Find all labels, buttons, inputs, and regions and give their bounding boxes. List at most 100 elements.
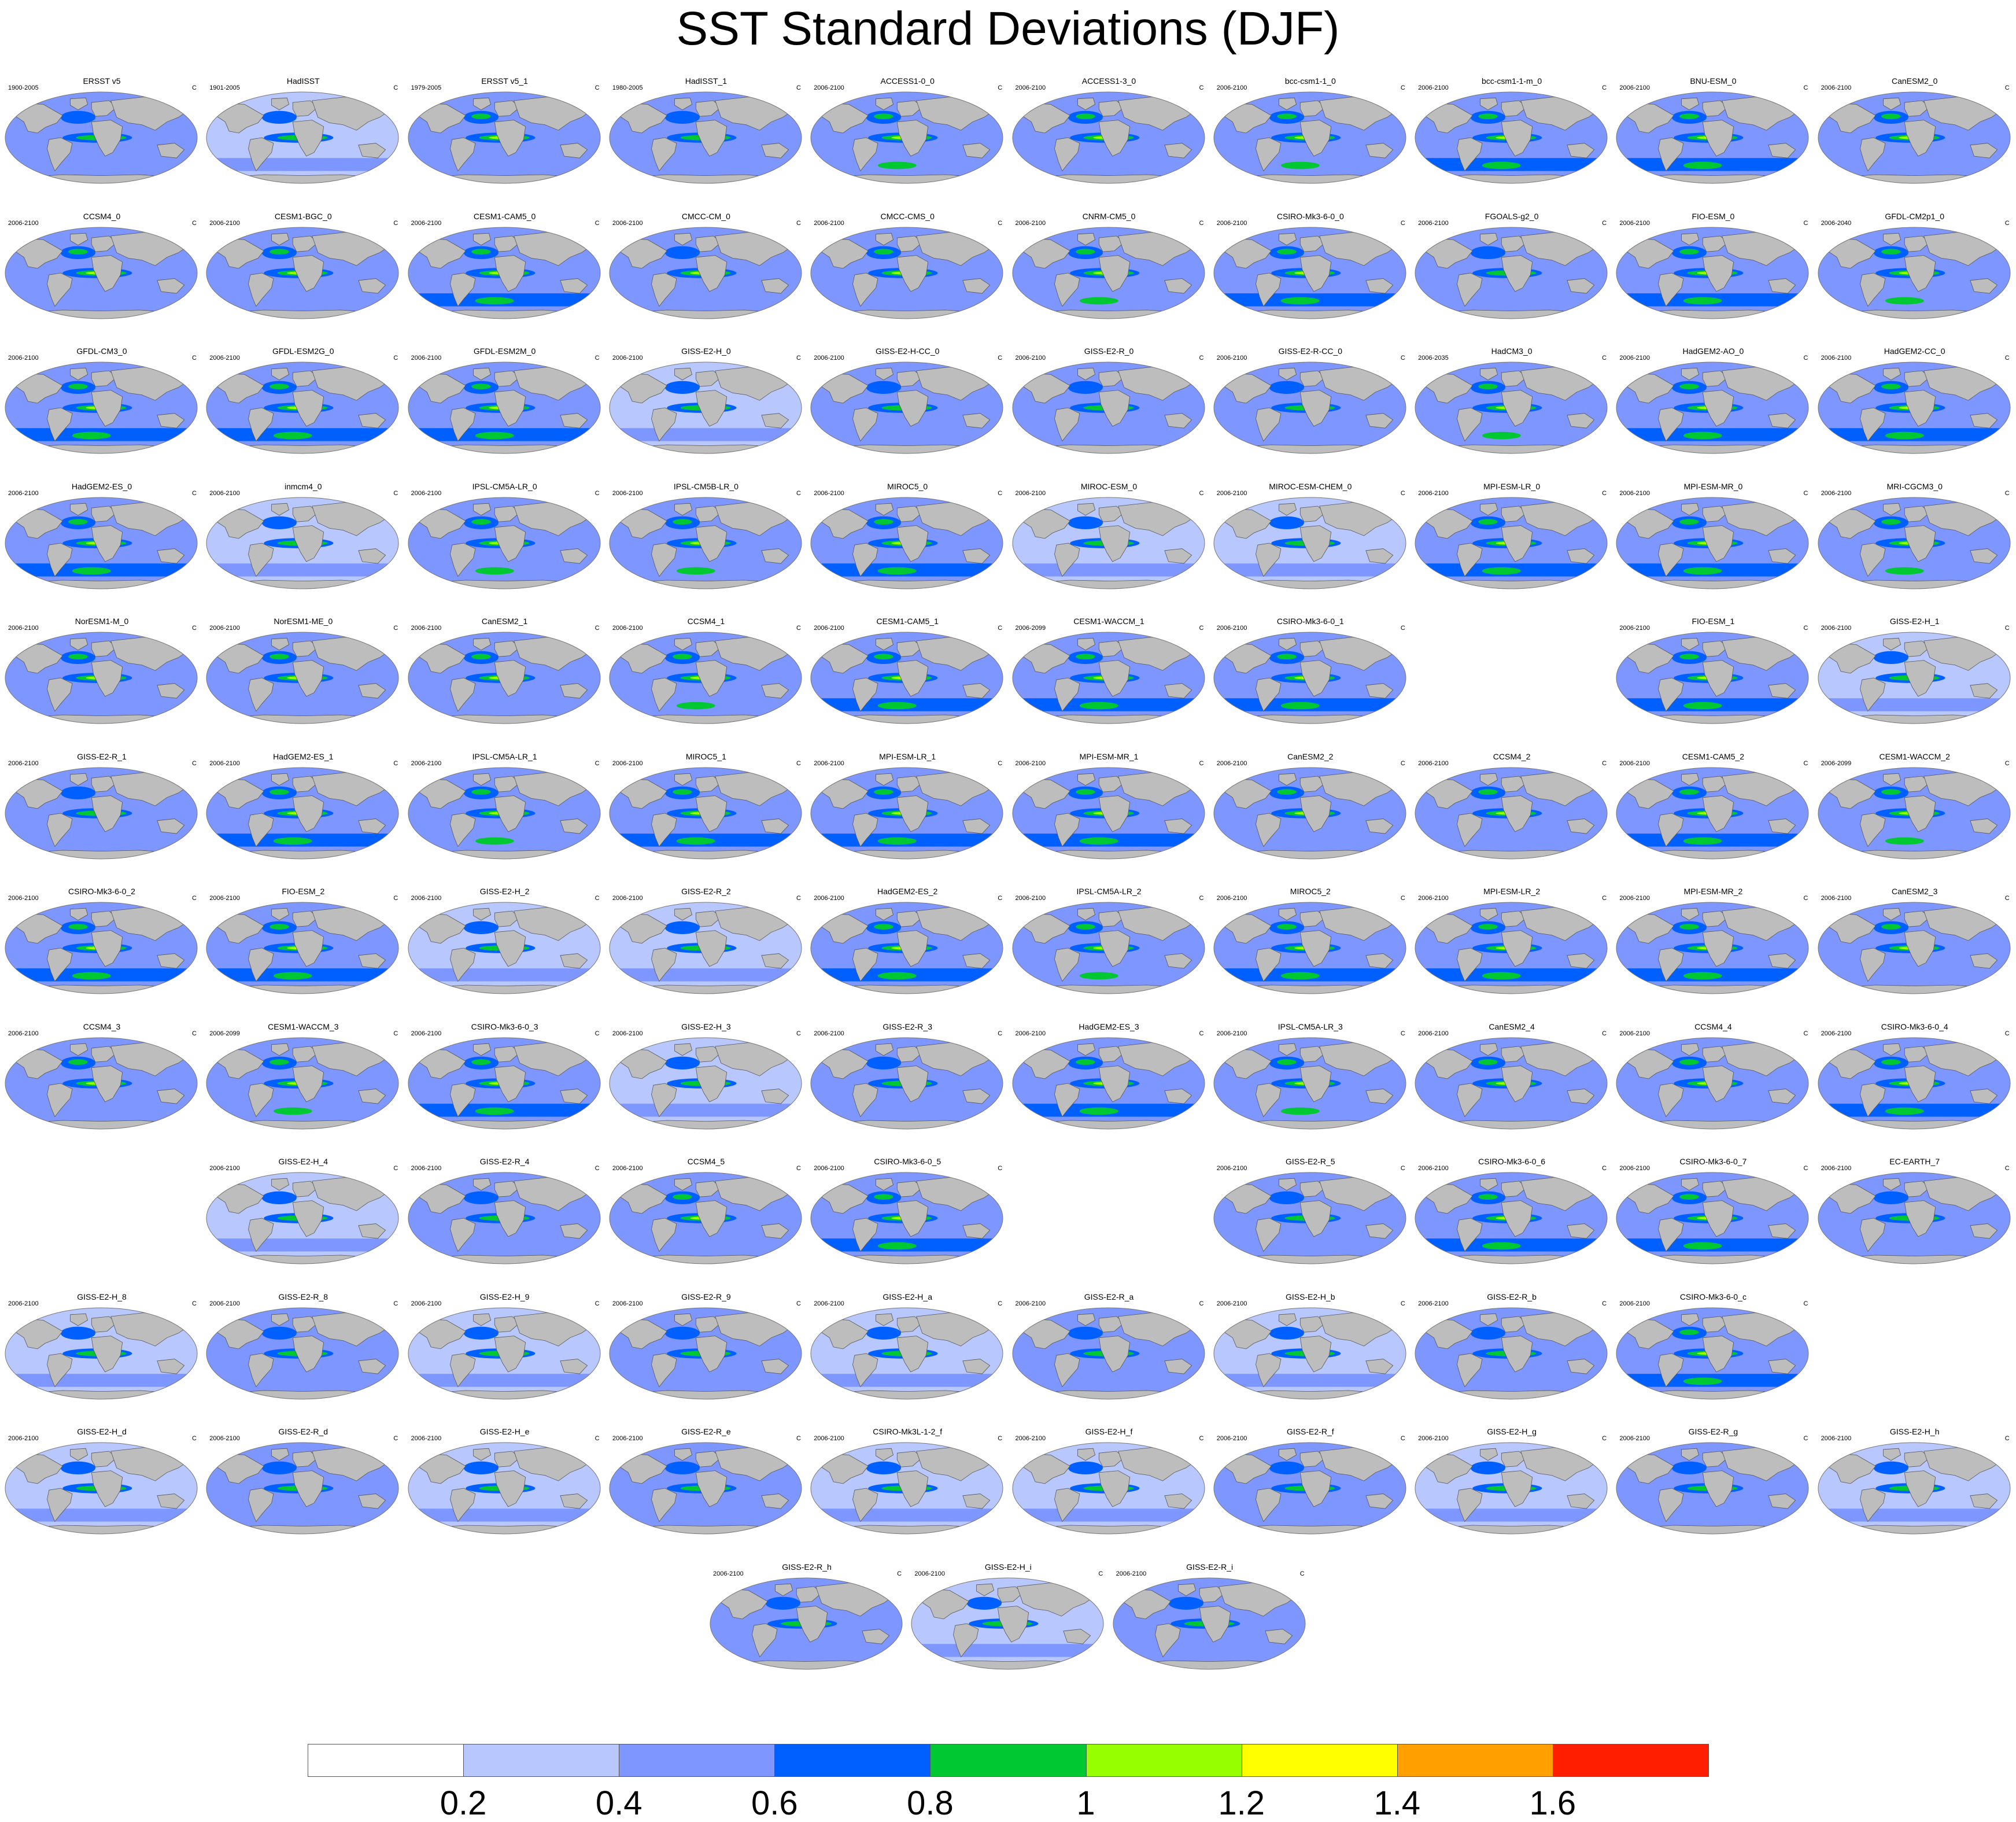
land-mass (157, 818, 185, 834)
map-outline (1213, 91, 1406, 184)
north-atlantic-core (1984, 1045, 1991, 1052)
panel-unit: C (1400, 759, 1405, 767)
north-pacific-core (68, 654, 88, 659)
map-panel: MIROC5_1 2006-2100 C (608, 750, 804, 877)
panel-unit: C (796, 625, 801, 632)
land-mass (1703, 390, 1734, 427)
panel-title: HadGEM2-AO_0 (1682, 346, 1744, 356)
land-mass (1501, 1451, 1527, 1467)
panel-unit: C (796, 759, 801, 767)
land-mass (293, 1200, 324, 1237)
land-mass (358, 548, 386, 564)
map-panel: IPSL-CM5A-LR_3 2006-2100 C (1212, 1020, 1409, 1147)
map-panel: GFDL-ESM2G_0 2006-2100 C (205, 344, 401, 471)
southern-ocean-band (408, 1373, 600, 1387)
map-outline (5, 767, 198, 859)
land-mass (695, 930, 728, 967)
land-mass (248, 272, 274, 307)
land-mass (1480, 1043, 1498, 1056)
colorbar-segment (1397, 1744, 1553, 1777)
map-panel: GISS-E2-H_d 2006-2100 C (3, 1425, 200, 1552)
north-pacific-core (874, 924, 893, 930)
land-mass (1882, 1178, 1901, 1191)
land-mass (1480, 503, 1498, 515)
land-mass (1768, 413, 1796, 429)
land-mass (47, 543, 73, 577)
land-mass (1255, 1488, 1282, 1522)
land-mass (1882, 773, 1901, 785)
panel-period: 1980-2005 (612, 84, 643, 91)
panel-unit: C (796, 355, 801, 362)
land-mass (1970, 548, 1997, 564)
north-pacific-core (1881, 248, 1901, 255)
land-mass (1501, 370, 1527, 387)
north-pacific-patch (1269, 516, 1304, 529)
map-panel: GISS-E2-H_2 2006-2100 C (407, 884, 603, 1012)
panel-unit: C (2004, 1435, 2010, 1442)
land-mass (1232, 444, 1387, 453)
land-mass (1501, 1046, 1527, 1063)
land-mass (1098, 910, 1124, 927)
panel-title: GISS-E2-H-CC_0 (875, 346, 940, 356)
panel-unit: C (998, 1435, 1003, 1442)
panel-unit: C (595, 84, 600, 91)
land-mass (897, 235, 923, 252)
land-mass (1077, 367, 1095, 381)
map-panel: CSIRO-Mk3-6-0_0 2006-2100 C (1212, 209, 1409, 337)
land-mass (897, 1316, 923, 1333)
map-outline (810, 497, 1003, 589)
panel-period: 2006-2100 (1216, 1165, 1247, 1172)
southern-ocean-band (408, 158, 600, 171)
panel-period: 2006-2100 (1015, 1300, 1046, 1307)
panel-unit: C (796, 84, 801, 91)
map-outline (1213, 902, 1406, 994)
panel-period: 2006-2035 (1418, 355, 1449, 362)
land-mass (449, 813, 475, 847)
panel-title: CCSM4_1 (687, 617, 725, 626)
land-mass (695, 1181, 722, 1197)
panel-title: MPI-ESM-MR_2 (1683, 887, 1743, 896)
southern-ocean-band (1818, 1238, 2010, 1252)
panel-period: 2006-2100 (612, 1300, 643, 1307)
panel-period: 2006-2100 (209, 895, 240, 902)
map-panel: MPI-ESM-MR_1 2006-2100 C (1011, 750, 1208, 877)
map-outline (408, 497, 601, 589)
panel-unit: C (595, 355, 600, 362)
panel-unit: C (595, 895, 600, 902)
panel-unit: C (998, 1030, 1003, 1037)
sst-map (1818, 767, 2011, 859)
panel-period: 2006-2100 (209, 759, 240, 767)
land-mass (674, 773, 692, 785)
panel-title: MIROC5_0 (887, 481, 928, 491)
land-mass (695, 100, 722, 117)
land-mass (70, 1448, 88, 1461)
southern-ocean-band (1818, 968, 2010, 982)
land-mass (1837, 1255, 1992, 1264)
map-outline (1012, 902, 1205, 994)
southern-ocean-band (1012, 158, 1205, 171)
land-mass (761, 818, 789, 834)
north-atlantic-core (1581, 370, 1589, 377)
map-outline (609, 767, 802, 859)
north-pacific-core (269, 924, 289, 930)
north-atlantic-core (1782, 505, 1790, 512)
land-mass (271, 908, 290, 921)
land-mass (225, 1525, 380, 1534)
land-mass (674, 1313, 692, 1326)
sst-map (1012, 632, 1205, 724)
map-outline (5, 632, 198, 724)
southern-ocean-anomaly (878, 972, 917, 980)
land-mass (852, 137, 878, 172)
map-panel: CSIRO-Mk3-6-0_2 2006-2100 C (3, 884, 200, 1012)
map-panel: FGOALS-g2_0 2006-2100 C (1413, 209, 1610, 337)
land-mass (248, 947, 274, 982)
map-outline (609, 362, 802, 454)
land-mass (695, 390, 728, 427)
land-mass (1703, 1335, 1734, 1373)
colorbar-segment (930, 1744, 1087, 1777)
sst-map (911, 1577, 1104, 1669)
north-atlantic-core (977, 910, 984, 917)
colorbar (308, 1744, 1709, 1777)
panel-period: 2006-2100 (1418, 895, 1449, 902)
southern-ocean-anomaly (1280, 972, 1320, 980)
